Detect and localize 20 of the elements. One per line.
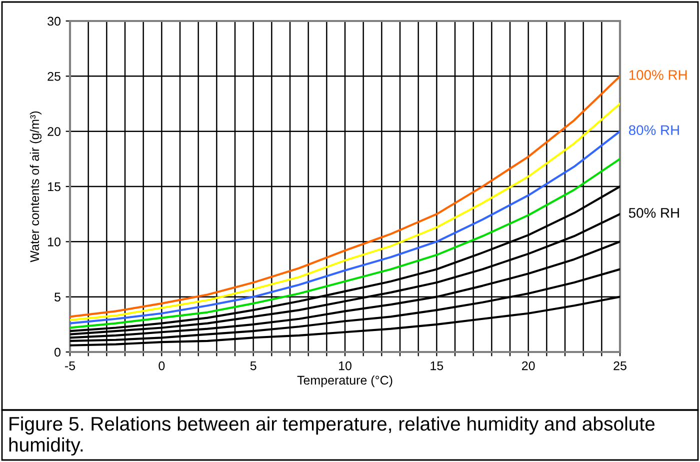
y-axis-title: Water contents of air (g/m³) [30,111,42,262]
series-label: 100% RH [629,70,687,80]
x-tick-label: 15 [430,361,444,370]
y-tick-label: 10 [48,237,60,246]
x-tick-label: 25 [614,361,626,370]
x-axis-title: Temperature (°C) [297,375,392,388]
x-tick-label: 5 [250,361,256,370]
y-tick-label: 20 [48,127,60,136]
y-tick-label: 30 [48,16,60,26]
y-tick-label: 0 [54,348,60,357]
series-label: 50% RH [628,208,679,218]
x-tick-label: 10 [339,361,352,370]
x-tick-label: 20 [522,361,535,370]
x-tick-label: 0 [158,361,165,370]
y-tick-label: 15 [48,182,60,192]
y-tick-label: 25 [48,72,60,81]
y-tick-label: 5 [54,292,60,302]
x-tick-label: -5 [65,361,76,370]
caption: Figure 5. Relations between air temperature, relative humidity and absolute humidity. [9,416,655,456]
series-label: 80% RH [628,125,679,136]
